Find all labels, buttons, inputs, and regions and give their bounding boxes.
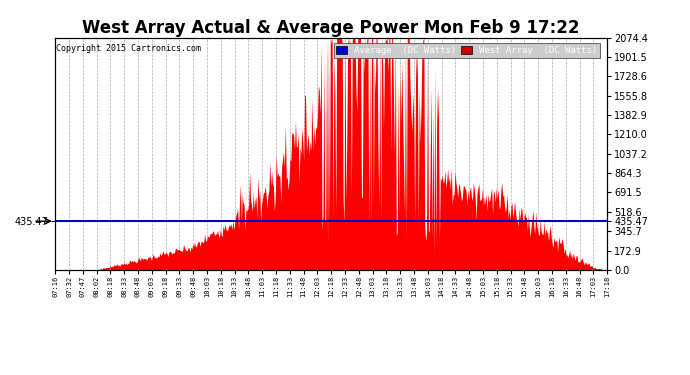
Legend: Average  (DC Watts), West Array  (DC Watts): Average (DC Watts), West Array (DC Watts…	[333, 43, 600, 58]
Title: West Array Actual & Average Power Mon Feb 9 17:22: West Array Actual & Average Power Mon Fe…	[82, 20, 580, 38]
Text: Copyright 2015 Cartronics.com: Copyright 2015 Cartronics.com	[57, 45, 201, 54]
